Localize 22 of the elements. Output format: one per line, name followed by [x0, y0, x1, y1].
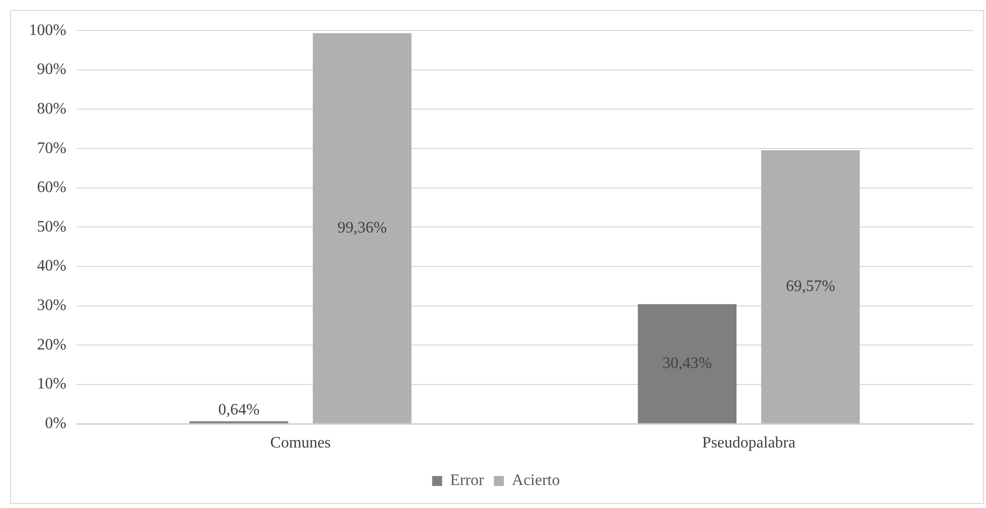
y-tick-label: 100%: [29, 22, 66, 39]
data-label: 99,36%: [337, 219, 387, 236]
y-tick-label: 40%: [37, 258, 66, 275]
bar: [761, 150, 860, 424]
y-tick-label: 20%: [37, 336, 66, 354]
legend-label: Acierto: [512, 472, 560, 490]
y-tick-label: 30%: [37, 297, 66, 314]
data-label: 0,64%: [218, 401, 260, 418]
bar: [312, 33, 412, 424]
y-tick-label: 80%: [37, 100, 66, 118]
y-tick-label: 60%: [37, 179, 66, 196]
data-label: 30,43%: [662, 354, 712, 372]
y-tick-label: 50%: [37, 218, 66, 236]
data-label: 69,57%: [786, 278, 836, 295]
y-tick-label: 70%: [37, 140, 66, 157]
y-tick-label: 90%: [37, 61, 66, 78]
x-tick-label: Comunes: [270, 434, 331, 452]
bar: [638, 304, 737, 424]
y-tick-label: 0%: [45, 415, 66, 432]
legend-label: Error: [450, 472, 485, 490]
y-tick-label: 10%: [37, 376, 66, 393]
x-tick-label: Pseudopalabra: [702, 434, 796, 452]
